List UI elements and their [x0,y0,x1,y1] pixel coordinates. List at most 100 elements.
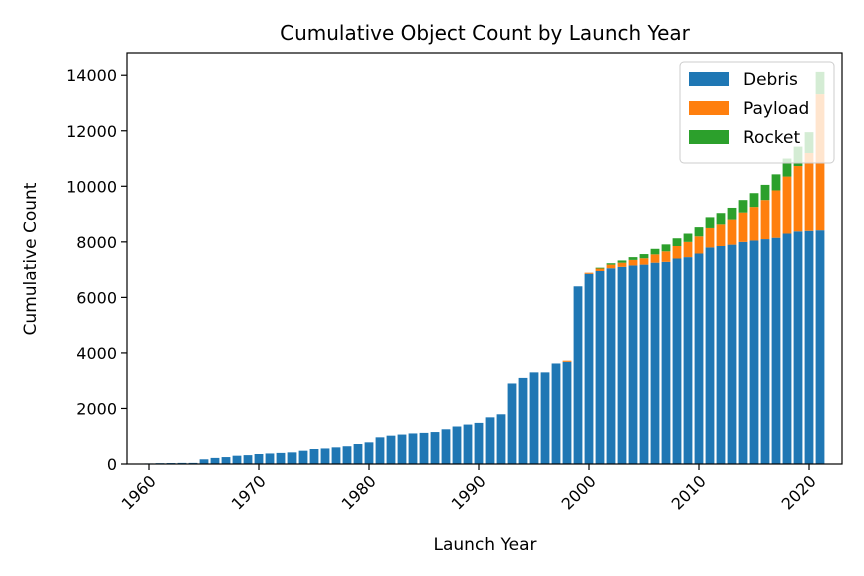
bar-debris-1982 [386,435,396,464]
y-axis-title: Cumulative Count [21,182,41,335]
bar-debris-1992 [496,414,506,464]
bar-debris-1985 [419,432,429,464]
bar-payload-2015 [749,207,759,241]
bar-payload-2008 [672,246,682,259]
bar-debris-1968 [232,455,242,464]
bar-debris-2006 [650,262,660,464]
bar-debris-2021 [815,230,825,464]
bar-rocket-2004 [628,257,638,260]
bar-debris-1987 [441,429,451,464]
bar-payload-2016 [760,200,770,240]
bar-debris-2005 [639,264,649,464]
bar-payload-2003 [617,262,627,267]
bar-rocket-2017 [771,174,781,191]
bar-debris-1993 [507,383,517,464]
y-tick-label: 12000 [66,122,117,141]
bar-debris-1998 [562,361,572,464]
bar-debris-1980 [364,442,374,464]
legend-label-payload: Payload [743,99,809,119]
y-tick-label: 0 [107,455,117,474]
bar-debris-1981 [375,437,385,464]
bar-rocket-2001 [595,267,605,269]
bar-rocket-2006 [650,248,660,255]
bar-payload-2010 [694,236,704,254]
bar-debris-1973 [287,452,297,464]
bar-debris-1995 [529,372,539,464]
bar-payload-1998 [562,360,572,362]
bar-debris-2003 [617,266,627,464]
bar-debris-1988 [452,426,462,464]
bar-debris-1990 [474,422,484,464]
bar-debris-2009 [683,257,693,464]
y-tick-label: 14000 [66,66,117,85]
bar-payload-2013 [727,219,737,245]
bar-debris-2014 [738,241,748,464]
plot-frame [126,52,843,465]
bar-payload-2019 [793,166,803,232]
bar-debris-1966 [210,457,220,464]
bar-payload-2009 [683,241,693,258]
bar-payload-2007 [661,251,671,262]
bar-debris-2000 [584,273,594,464]
bar-rocket-2010 [694,227,704,237]
bar-rocket-2003 [617,260,627,263]
y-tick-label: 6000 [76,288,117,307]
bar-debris-2008 [672,258,682,464]
legend-swatch-payload [689,101,729,115]
y-tick-label: 8000 [76,233,117,252]
bar-debris-1994 [518,377,528,464]
bar-debris-1971 [265,453,275,464]
bar-debris-1997 [551,363,561,464]
bar-rocket-2007 [661,244,671,252]
bar-debris-1989 [463,424,473,464]
bar-rocket-2015 [749,193,759,208]
legend-label-debris: Debris [743,70,798,90]
bar-debris-1975 [309,449,319,464]
bar-debris-2020 [804,230,814,464]
chart-title: Cumulative Object Count by Launch Year [280,21,691,45]
bar-payload-2001 [595,268,605,271]
bar-debris-1977 [331,447,341,464]
bar-debris-1991 [485,417,495,464]
bar-debris-2010 [694,253,704,464]
bar-rocket-2013 [727,207,737,220]
y-tick-label: 2000 [76,399,117,418]
bar-debris-1969 [243,455,253,464]
legend-swatch-rocket [689,130,729,144]
y-tick-label: 10000 [66,177,117,196]
bar-rocket-2011 [705,217,715,228]
bar-debris-1976 [320,448,330,464]
bar-debris-1996 [540,372,550,464]
bar-debris-1972 [276,452,286,464]
legend: Debris Payload Rocket [679,61,835,164]
bar-payload-2004 [628,259,638,266]
bar-payload-2017 [771,190,781,238]
bar-debris-2016 [760,239,770,464]
bar-debris-1965 [199,459,209,464]
bar-payload-2005 [639,258,649,265]
bar-debris-2018 [782,233,792,464]
bar-debris-1984 [408,433,418,464]
bar-debris-2007 [661,261,671,464]
bar-payload-2012 [716,224,726,246]
bar-debris-1979 [353,444,363,464]
bar-rocket-2009 [683,233,693,242]
bar-payload-2006 [650,254,660,263]
bar-debris-1967 [221,457,231,464]
bar-debris-2004 [628,265,638,464]
bar-debris-2002 [606,268,616,464]
bar-payload-2020 [804,152,814,231]
bar-debris-2012 [716,246,726,464]
bar-debris-2011 [705,247,715,464]
bar-rocket-2005 [639,254,649,259]
bar-rocket-2018 [782,158,792,177]
x-axis-title: Launch Year [434,535,537,555]
bar-rocket-2014 [738,200,748,213]
bar-debris-1999 [573,286,583,464]
bar-debris-2013 [727,244,737,464]
bar-debris-2019 [793,231,803,464]
bar-payload-2000 [584,272,594,274]
bar-payload-2014 [738,212,748,242]
bar-rocket-2016 [760,184,770,201]
